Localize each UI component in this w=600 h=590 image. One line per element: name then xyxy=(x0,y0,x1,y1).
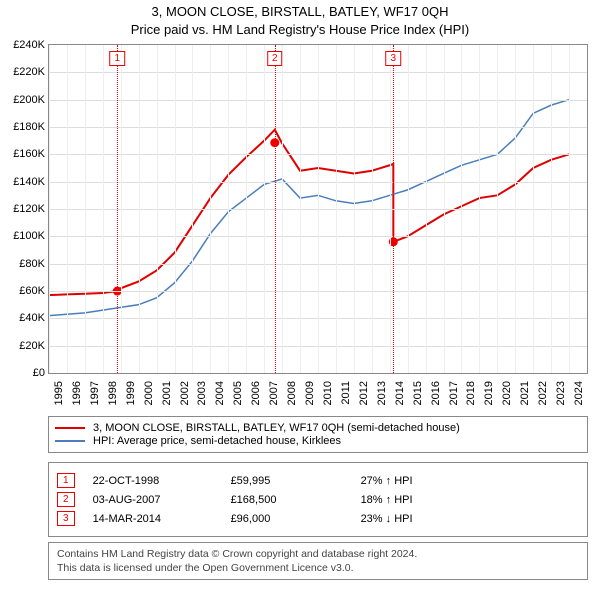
x-tick-label: 2003 xyxy=(196,381,208,419)
x-tick-label: 2009 xyxy=(304,381,316,419)
sale-delta: 27% ↑ HPI xyxy=(361,475,579,487)
legend-label: HPI: Average price, semi-detached house,… xyxy=(93,435,341,447)
chart-title: 3, MOON CLOSE, BIRSTALL, BATLEY, WF17 0Q… xyxy=(0,4,600,19)
plot-area: £0£20K£40K£60K£80K£100K£120K£140K£160K£1… xyxy=(48,44,588,374)
sale-number: 3 xyxy=(57,511,75,526)
attribution-line: This data is licensed under the Open Gov… xyxy=(57,561,579,575)
sale-row: 3 14-MAR-2014£96,00023% ↓ HPI xyxy=(57,511,579,526)
x-tick-label: 2014 xyxy=(394,381,406,419)
x-tick-label: 2019 xyxy=(483,381,495,419)
x-tick-label: 2018 xyxy=(465,381,477,419)
x-tick-label: 1997 xyxy=(89,381,101,419)
x-tick-label: 2011 xyxy=(340,381,352,419)
x-tick-label: 2012 xyxy=(358,381,370,419)
x-tick-label: 2004 xyxy=(214,381,226,419)
x-tick-label: 2007 xyxy=(268,381,280,419)
x-tick-label: 2010 xyxy=(322,381,334,419)
sale-row: 1 22-OCT-1998£59,99527% ↑ HPI xyxy=(57,473,579,488)
sale-marker-badge: 2 xyxy=(267,51,283,66)
legend-item-price-paid: 3, MOON CLOSE, BIRSTALL, BATLEY, WF17 0Q… xyxy=(55,422,581,434)
sale-marker-line xyxy=(393,45,394,373)
sale-price: £96,000 xyxy=(231,513,361,525)
y-tick-label: £200K xyxy=(3,94,45,106)
y-tick-label: £0 xyxy=(3,367,45,379)
y-tick-label: £220K xyxy=(3,66,45,78)
sale-number: 1 xyxy=(57,473,75,488)
sale-delta: 18% ↑ HPI xyxy=(361,494,579,506)
legend-swatch xyxy=(55,440,85,442)
y-tick-label: £100K xyxy=(3,230,45,242)
y-tick-label: £80K xyxy=(3,258,45,270)
sale-row: 2 03-AUG-2007£168,50018% ↑ HPI xyxy=(57,492,579,507)
x-tick-label: 1996 xyxy=(71,381,83,419)
x-tick-label: 2023 xyxy=(555,381,567,419)
x-tick-label: 2017 xyxy=(448,381,460,419)
legend: 3, MOON CLOSE, BIRSTALL, BATLEY, WF17 0Q… xyxy=(48,416,588,453)
sale-marker-line xyxy=(117,45,118,373)
sale-date: 14-MAR-2014 xyxy=(93,513,231,525)
x-tick-label: 2022 xyxy=(537,381,549,419)
x-tick-label: 2016 xyxy=(430,381,442,419)
y-tick-label: £40K xyxy=(3,312,45,324)
x-tick-label: 2000 xyxy=(143,381,155,419)
x-tick-label: 2024 xyxy=(573,381,585,419)
legend-swatch xyxy=(55,427,85,429)
sale-date: 03-AUG-2007 xyxy=(93,494,231,506)
legend-item-hpi: HPI: Average price, semi-detached house,… xyxy=(55,435,581,447)
x-tick-label: 1995 xyxy=(53,381,65,419)
sale-marker-line xyxy=(275,45,276,373)
chart-subtitle: Price paid vs. HM Land Registry's House … xyxy=(0,22,600,37)
x-tick-label: 2005 xyxy=(232,381,244,419)
x-tick-label: 2006 xyxy=(250,381,262,419)
legend-label: 3, MOON CLOSE, BIRSTALL, BATLEY, WF17 0Q… xyxy=(93,422,460,434)
x-tick-label: 1999 xyxy=(125,381,137,419)
attribution-line: Contains HM Land Registry data © Crown c… xyxy=(57,547,579,561)
y-tick-label: £180K xyxy=(3,121,45,133)
x-tick-label: 2001 xyxy=(161,381,173,419)
figure: 3, MOON CLOSE, BIRSTALL, BATLEY, WF17 0Q… xyxy=(0,0,600,590)
y-tick-label: £240K xyxy=(3,39,45,51)
sale-delta: 23% ↓ HPI xyxy=(361,513,579,525)
y-tick-label: £20K xyxy=(3,340,45,352)
y-tick-label: £160K xyxy=(3,148,45,160)
x-tick-label: 2020 xyxy=(501,381,513,419)
y-tick-label: £140K xyxy=(3,176,45,188)
sale-price: £168,500 xyxy=(231,494,361,506)
sale-marker-badge: 3 xyxy=(386,51,402,66)
x-tick-label: 2021 xyxy=(519,381,531,419)
x-tick-label: 1998 xyxy=(107,381,119,419)
x-tick-label: 2002 xyxy=(179,381,191,419)
sales-table: 1 22-OCT-1998£59,99527% ↑ HPI 2 03-AUG-2007… xyxy=(48,462,588,537)
x-tick-label: 2013 xyxy=(376,381,388,419)
x-tick-label: 2015 xyxy=(412,381,424,419)
x-tick-label: 2008 xyxy=(286,381,298,419)
y-tick-label: £120K xyxy=(3,203,45,215)
attribution: Contains HM Land Registry data © Crown c… xyxy=(48,542,588,580)
series-hpi xyxy=(49,100,569,316)
sale-price: £59,995 xyxy=(231,475,361,487)
sale-marker-badge: 1 xyxy=(110,51,126,66)
y-tick-label: £60K xyxy=(3,285,45,297)
sale-date: 22-OCT-1998 xyxy=(93,475,231,487)
sale-number: 2 xyxy=(57,492,75,507)
